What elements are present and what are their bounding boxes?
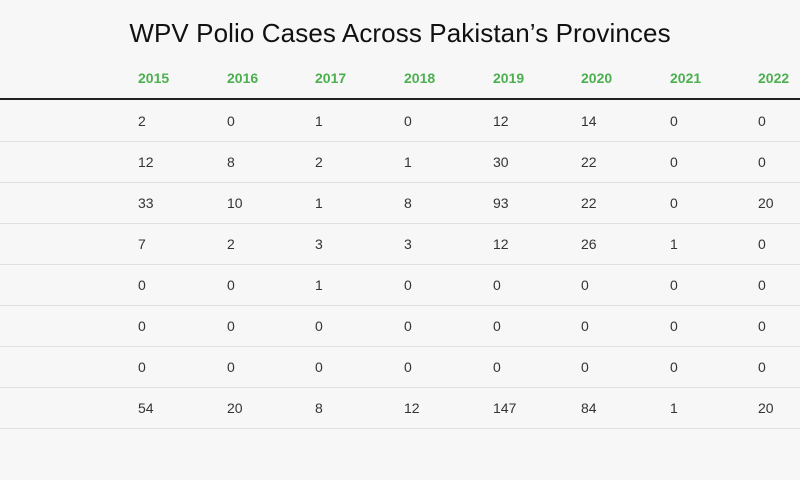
table-cell: 147: [493, 400, 517, 416]
table-cell: 0: [670, 113, 678, 129]
table-cell: 12: [404, 400, 420, 416]
table-cell: 54: [138, 400, 154, 416]
table-cell: 0: [670, 195, 678, 211]
table-cell: 0: [670, 318, 678, 334]
table-cell: 26: [581, 236, 597, 252]
table-row: 2 0 1 0 12 14 0 0: [0, 101, 800, 142]
table-cell: 12: [493, 113, 509, 129]
table-cell: 8: [315, 400, 323, 416]
table-cell: 0: [227, 277, 235, 293]
table-cell: 0: [138, 318, 146, 334]
table-cell: 0: [227, 359, 235, 375]
table-cell: 0: [670, 154, 678, 170]
table-row: 0 0 0 0 0 0 0 0: [0, 306, 800, 347]
table-cell: 0: [581, 318, 589, 334]
column-header: 2019: [493, 70, 525, 86]
table-cell: 0: [581, 359, 589, 375]
table-cell: 0: [758, 359, 766, 375]
table-cell: 93: [493, 195, 509, 211]
table-cell: 0: [227, 318, 235, 334]
table-row: 0 0 1 0 0 0 0 0: [0, 265, 800, 306]
table-cell: 20: [758, 400, 774, 416]
table-cell: 7: [138, 236, 146, 252]
column-header: 2020: [581, 70, 613, 86]
table-row: 7 2 3 3 12 26 1 0: [0, 224, 800, 265]
table-cell: 0: [138, 359, 146, 375]
table-cell: 22: [581, 195, 597, 211]
table-cell: 0: [404, 359, 412, 375]
table-row: 0 0 0 0 0 0 0 0: [0, 347, 800, 388]
column-header: 2022: [758, 70, 790, 86]
table-cell: 0: [493, 277, 501, 293]
table-cell: 20: [227, 400, 243, 416]
table-cell: 0: [227, 113, 235, 129]
table-cell: 2: [227, 236, 235, 252]
table-cell: 0: [758, 154, 766, 170]
table-cell: 3: [315, 236, 323, 252]
table-cell: 10: [227, 195, 243, 211]
table-cell: 0: [758, 236, 766, 252]
table-cell: 33: [138, 195, 154, 211]
table-cell: 1: [670, 400, 678, 416]
table-row: 54 20 8 12 147 84 1 20: [0, 388, 800, 429]
table-cell: 0: [138, 277, 146, 293]
column-header: 2017: [315, 70, 347, 86]
chart-title: WPV Polio Cases Across Pakistan’s Provin…: [129, 18, 671, 48]
table-cell: 0: [670, 277, 678, 293]
table-cell: 0: [404, 277, 412, 293]
table-cell: 22: [581, 154, 597, 170]
table-cell: 0: [404, 318, 412, 334]
table-cell: 0: [493, 318, 501, 334]
table-cell: 8: [404, 195, 412, 211]
table-cell: 3: [404, 236, 412, 252]
table-cell: 1: [315, 195, 323, 211]
table-cell: 0: [670, 359, 678, 375]
table-cell: 0: [404, 113, 412, 129]
table-cell: 0: [581, 277, 589, 293]
column-header: 2015: [138, 70, 170, 86]
table-cell: 0: [758, 113, 766, 129]
table-cell: 1: [315, 277, 323, 293]
table-row: 12 8 2 1 30 22 0 0: [0, 142, 800, 183]
table-cell: 12: [138, 154, 154, 170]
table-cell: 1: [315, 113, 323, 129]
table-cell: 14: [581, 113, 597, 129]
table-cell: 84: [581, 400, 597, 416]
table-cell: 1: [404, 154, 412, 170]
column-header: 2018: [404, 70, 436, 86]
table-cell: 0: [758, 277, 766, 293]
table-cell: 1: [670, 236, 678, 252]
column-header: 2021: [670, 70, 702, 86]
table-cell: 0: [493, 359, 501, 375]
table-cell: 8: [227, 154, 235, 170]
table-cell: 30: [493, 154, 509, 170]
table-cell: 2: [138, 113, 146, 129]
column-header: 2016: [227, 70, 259, 86]
table-row: 33 10 1 8 93 22 0 20: [0, 183, 800, 224]
table-cell: 0: [315, 359, 323, 375]
table-cell: 20: [758, 195, 774, 211]
table-cell: 0: [758, 318, 766, 334]
table-header: 2015 2016 2017 2018 2019 2020 2021 2022: [0, 60, 800, 100]
table-cell: 2: [315, 154, 323, 170]
table-cell: 12: [493, 236, 509, 252]
table-cell: 0: [315, 318, 323, 334]
